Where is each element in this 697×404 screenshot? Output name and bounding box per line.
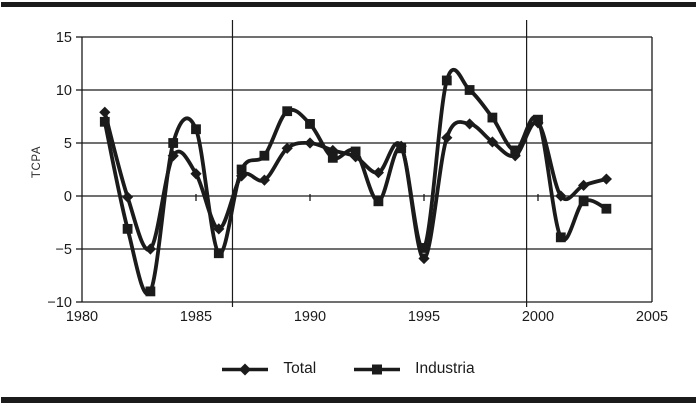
data-point-industria-1998 bbox=[487, 112, 498, 123]
data-point-industria-1993 bbox=[373, 196, 384, 207]
data-point-total-1993 bbox=[372, 167, 384, 179]
series-line-total bbox=[102, 110, 609, 261]
y-tick-label: −10 bbox=[47, 295, 72, 311]
data-point-industria-1989 bbox=[282, 106, 293, 117]
data-point-industria-1983 bbox=[145, 286, 156, 297]
diamond-marker-icon bbox=[222, 363, 269, 375]
legend-label-industria: Industria bbox=[415, 360, 475, 377]
bottom-rule bbox=[1, 397, 696, 403]
x-tick-label: 1995 bbox=[408, 309, 440, 325]
y-tick-label: 0 bbox=[64, 189, 72, 205]
data-point-total-1986 bbox=[213, 223, 225, 235]
data-point-industria-1999 bbox=[510, 145, 521, 156]
data-point-total-2001 bbox=[555, 190, 567, 202]
data-point-industria-1995 bbox=[419, 243, 429, 253]
data-point-industria-1990 bbox=[305, 119, 315, 129]
data-point-total-2002 bbox=[578, 179, 590, 191]
data-point-total-1981 bbox=[99, 106, 111, 118]
data-point-industria-2002 bbox=[578, 196, 589, 207]
y-axis-title: TCPA bbox=[31, 145, 43, 179]
legend-label-total: Total bbox=[283, 360, 317, 377]
legend: Total Industria bbox=[0, 354, 697, 384]
x-tick-label: 2000 bbox=[522, 309, 554, 325]
y-tick-label: 15 bbox=[56, 30, 72, 46]
data-point-industria-1997 bbox=[464, 85, 475, 95]
data-point-total-1985 bbox=[190, 168, 202, 180]
data-point-total-1995 bbox=[418, 252, 430, 265]
y-tick-label: −5 bbox=[55, 242, 72, 258]
data-point-total-1990 bbox=[304, 137, 316, 149]
data-point-industria-1981 bbox=[99, 116, 110, 127]
square-marker-icon bbox=[354, 364, 401, 374]
x-tick-label: 1985 bbox=[180, 309, 212, 325]
legend-item-total: Total bbox=[222, 360, 316, 378]
data-point-industria-1988 bbox=[259, 150, 270, 161]
data-point-industria-1985 bbox=[191, 124, 201, 135]
data-point-industria-2003 bbox=[601, 203, 612, 214]
data-point-total-1998 bbox=[486, 136, 498, 148]
data-point-industria-1986 bbox=[213, 248, 224, 259]
data-point-total-1992 bbox=[350, 151, 362, 163]
data-point-total-1989 bbox=[281, 142, 293, 154]
data-point-total-1996 bbox=[441, 132, 453, 144]
data-point-industria-1992 bbox=[350, 146, 361, 157]
series-line-industria bbox=[102, 67, 609, 296]
data-point-total-1988 bbox=[258, 174, 270, 186]
y-tick-label: 5 bbox=[64, 136, 72, 152]
data-point-industria-2001 bbox=[555, 232, 566, 243]
data-point-industria-1991 bbox=[327, 152, 338, 163]
data-point-total-1983 bbox=[144, 243, 156, 255]
data-point-industria-1982 bbox=[122, 223, 133, 234]
data-point-industria-2000 bbox=[533, 114, 543, 125]
x-tick-label: 1990 bbox=[294, 309, 326, 325]
data-point-total-1982 bbox=[122, 191, 134, 203]
x-tick-label: 2005 bbox=[636, 309, 668, 325]
data-point-industria-1994 bbox=[396, 143, 407, 154]
y-tick-label: 10 bbox=[56, 83, 72, 99]
data-point-industria-1984 bbox=[168, 138, 179, 148]
data-point-total-1997 bbox=[464, 118, 476, 130]
data-point-industria-1987 bbox=[236, 164, 247, 175]
legend-item-industria: Industria bbox=[354, 360, 475, 378]
data-point-total-2003 bbox=[600, 173, 612, 185]
x-tick-label: 1980 bbox=[66, 309, 98, 325]
data-point-industria-1996 bbox=[441, 75, 452, 86]
top-rule bbox=[1, 2, 696, 7]
